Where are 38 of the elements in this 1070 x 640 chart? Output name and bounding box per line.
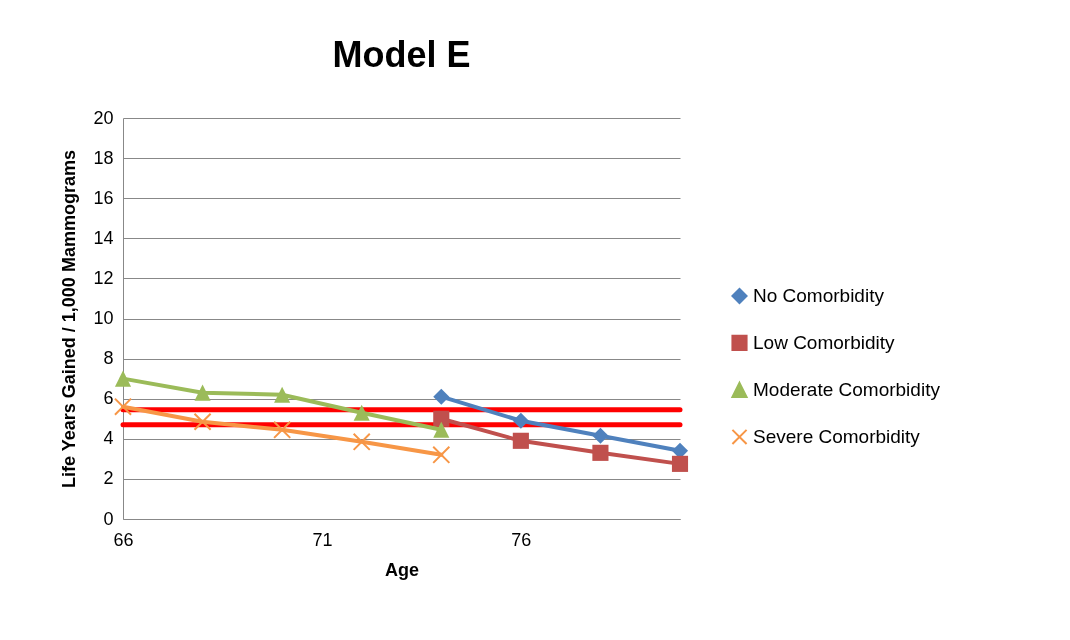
point	[352, 432, 371, 451]
y-tick-label: 20	[93, 107, 114, 128]
point	[592, 444, 609, 461]
y-tick-label: 14	[93, 227, 114, 248]
point	[433, 388, 450, 405]
y-tick-label: 0	[103, 508, 114, 529]
x-axis-title: Age	[384, 559, 420, 580]
point	[671, 455, 689, 472]
y-tick-label: 16	[93, 187, 114, 208]
point	[512, 432, 529, 449]
y-tick-label: 6	[103, 388, 114, 409]
point	[433, 421, 450, 438]
point	[432, 445, 451, 464]
chart-title: Model E	[332, 34, 471, 75]
y-tick-label: 2	[103, 468, 114, 489]
point	[353, 404, 370, 421]
legend-label: Severe Comorbidity	[753, 425, 921, 447]
legend-label: No Comorbidity	[753, 284, 885, 306]
y-tick-label: 12	[93, 267, 114, 288]
point	[114, 370, 132, 387]
legend-label: Moderate Comorbidity	[753, 378, 941, 400]
y-tick-label: 4	[103, 428, 114, 449]
point	[193, 412, 212, 431]
x-tick-label: 66	[113, 529, 134, 550]
x-tick-label: 76	[511, 529, 532, 550]
point	[592, 427, 609, 444]
y-tick-label: 8	[103, 348, 114, 369]
legend-label: Low Comorbidity	[753, 331, 895, 353]
y-tick-label: 10	[93, 308, 114, 328]
point	[433, 410, 450, 427]
y-tick-label: 18	[93, 147, 114, 168]
point	[512, 412, 529, 429]
point	[274, 386, 291, 403]
x-tick-label: 71	[312, 529, 333, 550]
y-axis-title: Life Years Gained / 1,000 Mammograms	[59, 150, 80, 488]
point	[113, 397, 133, 416]
point	[273, 420, 292, 439]
point	[194, 384, 211, 401]
